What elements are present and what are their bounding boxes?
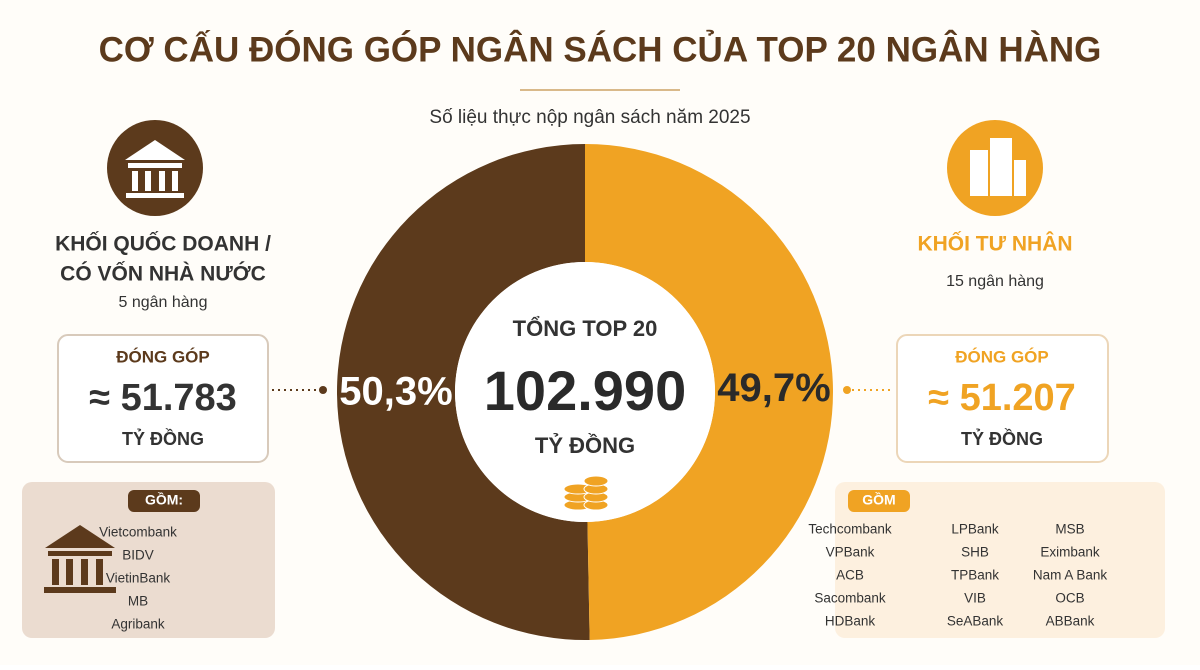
right-members-box <box>835 482 1165 638</box>
member-name: MSB <box>1055 522 1084 537</box>
member-name: VIB <box>964 591 986 606</box>
donut-hole <box>455 262 715 522</box>
amount-label: ĐÓNG GÓP <box>116 347 210 366</box>
group-name: KHỐI QUỐC DOANH / <box>55 232 271 256</box>
right-members-badge <box>848 490 910 512</box>
coins-icon <box>563 475 609 511</box>
right-connector-dot <box>843 386 851 394</box>
amount-label: ĐÓNG GÓP <box>955 347 1049 366</box>
group-name: KHỐI TƯ NHÂN <box>917 232 1072 256</box>
member-name: OCB <box>1055 591 1084 606</box>
member-name: SHB <box>961 545 989 560</box>
left-connector-dot <box>319 386 327 394</box>
amount-unit: TỶ ĐỒNG <box>961 428 1043 449</box>
slice-label: 49,7% <box>717 366 830 410</box>
member-name: ACB <box>836 568 864 583</box>
amount-value: ≈ 51.207 <box>928 377 1076 419</box>
member-name: VPBank <box>826 545 875 560</box>
member-name: Agribank <box>111 617 165 632</box>
subtitle: Số liệu thực nộp ngân sách năm 2025 <box>429 107 750 128</box>
bank-icon <box>125 140 185 198</box>
building-icon <box>970 138 1026 196</box>
member-name: Nam A Bank <box>1033 568 1108 583</box>
members-title: GỒM: <box>145 491 183 508</box>
donut: 50,3% 49,7% <box>337 144 834 640</box>
member-name: HDBank <box>825 614 876 629</box>
amount-value: ≈ 51.783 <box>89 377 237 419</box>
group-count: 15 ngân hàng <box>946 273 1044 290</box>
members-title: GỒM <box>862 491 895 508</box>
group-name: CÓ VỐN NHÀ NƯỚC <box>60 262 266 286</box>
left-members-box <box>22 482 275 638</box>
donut-slice <box>585 144 834 640</box>
donut-slice <box>337 144 590 640</box>
member-name: TPBank <box>951 568 999 583</box>
amount-unit: TỶ ĐỒNG <box>122 428 204 449</box>
member-name: Eximbank <box>1040 545 1100 560</box>
member-name: LPBank <box>951 522 999 537</box>
member-name: Techcombank <box>808 522 892 537</box>
member-name: Vietcombank <box>99 525 177 540</box>
group-count: 5 ngân hàng <box>119 294 208 311</box>
center-title: TỔNG TOP 20 <box>513 316 658 341</box>
member-name: ABBank <box>1046 614 1095 629</box>
right-amount-box <box>896 334 1109 463</box>
center-unit: TỶ ĐỒNG <box>535 433 635 458</box>
member-name: BIDV <box>122 548 154 563</box>
member-name: VietinBank <box>106 571 171 586</box>
center-total: 102.990 <box>484 359 686 422</box>
left-members-badge <box>128 490 200 512</box>
slice-label: 50,3% <box>339 369 452 413</box>
left-bank-icon <box>44 525 116 593</box>
member-name: MB <box>128 594 148 609</box>
title: CƠ CẤU ĐÓNG GÓP NGÂN SÁCH CỦA TOP 20 NGÂ… <box>99 29 1102 69</box>
member-name: Sacombank <box>814 591 886 606</box>
left-amount-box <box>57 334 269 463</box>
member-name: SeABank <box>947 614 1004 629</box>
